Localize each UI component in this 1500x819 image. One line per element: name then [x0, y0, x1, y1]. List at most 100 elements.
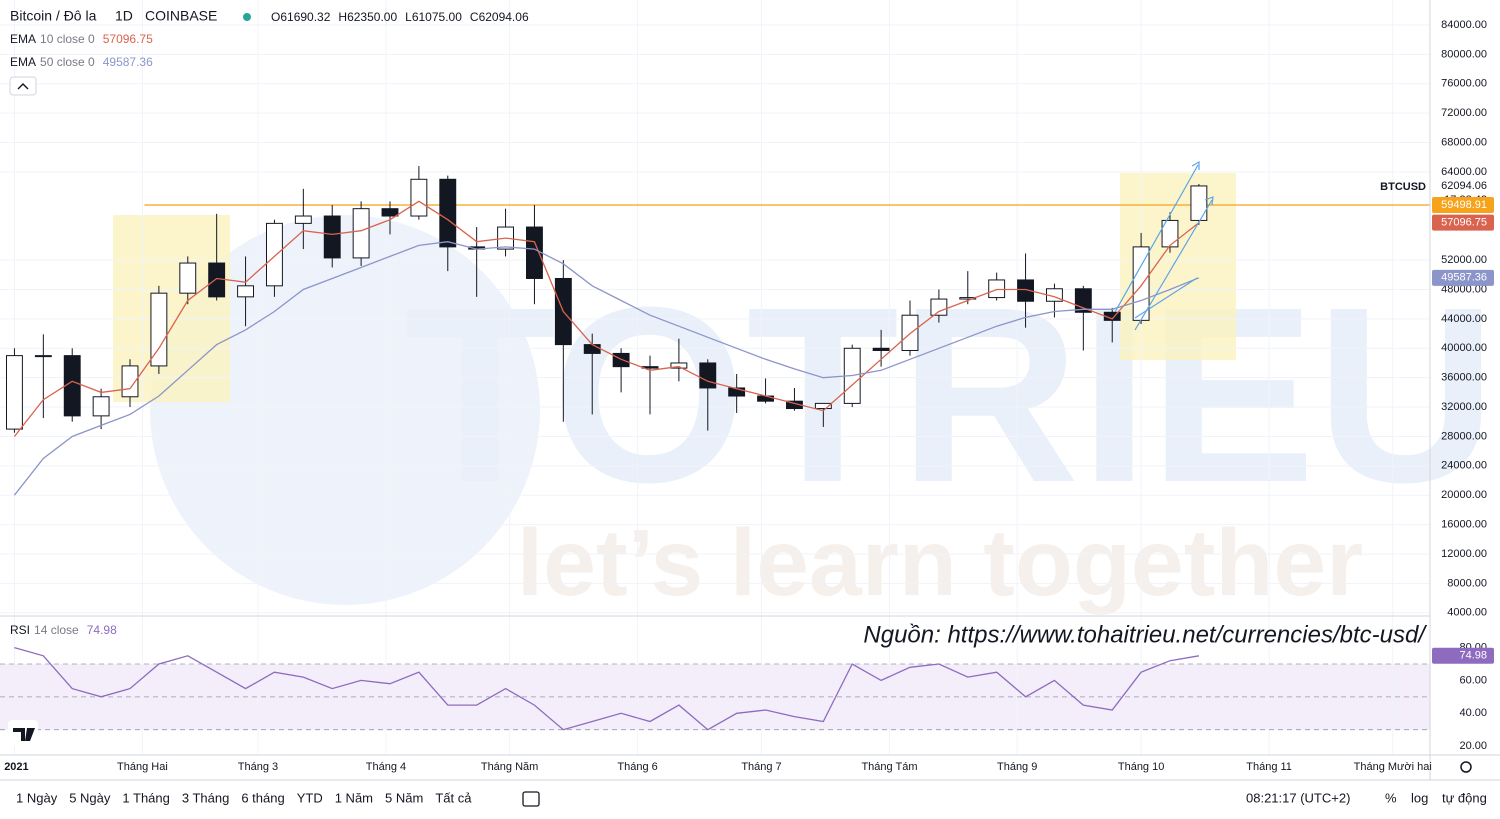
y-tick-label: 72000.00 [1441, 107, 1487, 119]
symbol-name: Bitcoin / Đô la [10, 8, 97, 24]
candle-body [410, 178, 428, 217]
watermark-slogan: let’s learn together [517, 510, 1363, 616]
y-tick-label: 48000.00 [1441, 283, 1487, 295]
candle-body [930, 298, 948, 316]
settings-icon[interactable] [1460, 761, 1472, 773]
y-tick-label: 76000.00 [1441, 78, 1487, 90]
x-tick-label: Tháng 4 [366, 761, 406, 773]
y-tick-label: 28000.00 [1441, 430, 1487, 442]
indicator-name: EMA [10, 32, 36, 46]
rsi-legend: RSI 14 close 74.98 [10, 623, 117, 637]
candle-body [612, 352, 630, 368]
candle-body [988, 279, 1006, 299]
tv-logo [13, 728, 35, 741]
watermark-brand: TOTRIEU [404, 255, 1497, 534]
candle-body [526, 226, 543, 279]
ema-badge-bg [1432, 269, 1494, 286]
candle-body [294, 215, 312, 224]
candle-body [266, 222, 283, 287]
candle-body [670, 362, 688, 369]
y-tick-label: 52000.00 [1441, 254, 1487, 266]
trend-arrow [1134, 199, 1213, 331]
range-button[interactable]: 1 Ngày [16, 790, 58, 805]
candle-body [1161, 219, 1179, 248]
x-tick-label: Tháng 6 [617, 761, 657, 773]
x-tick-label: Tháng 3 [238, 761, 278, 773]
range-button[interactable]: YTD [297, 790, 323, 805]
x-tick-label: Tháng 11 [1246, 761, 1292, 773]
indicator-value: 49587.36 [103, 55, 153, 69]
ohlc-value: 62350.00 [347, 10, 397, 24]
last-price: 62094.06 [1441, 180, 1487, 192]
date-range-icon[interactable] [522, 791, 540, 807]
collapse-icon [17, 83, 29, 90]
range-button[interactable]: 6 tháng [241, 790, 284, 805]
y-tick-label: 32000.00 [1441, 401, 1487, 413]
candle-body [959, 297, 977, 300]
range-button[interactable]: Tất cả [435, 790, 472, 805]
x-tick-label: Tháng Tám [861, 761, 917, 773]
watermark-logo [150, 215, 540, 605]
candle-body [352, 208, 370, 259]
exchange: COINBASE [145, 8, 217, 24]
candle-body [699, 362, 717, 389]
x-tick-label: Tháng 9 [997, 761, 1037, 773]
x-tick-label: Tháng Hai [117, 761, 168, 773]
background-layer: TOTRIEU let’s learn together [0, 173, 1496, 730]
indicator-params: 10 close 0 [40, 32, 95, 46]
candle-body [208, 262, 226, 298]
rsi-badge: 74.98 [1459, 650, 1487, 662]
indicator-name: EMA [10, 55, 36, 69]
y-tick-label: 12000.00 [1441, 548, 1487, 560]
plot-layer [6, 166, 1430, 731]
range-button[interactable]: 3 Tháng [182, 790, 229, 805]
y-tick-label: 68000.00 [1441, 136, 1487, 148]
y-tick-label: 24000.00 [1441, 460, 1487, 472]
rsi-tick-label: 20.00 [1459, 740, 1487, 752]
x-tick-label: Tháng 7 [741, 761, 781, 773]
rsi-line [14, 646, 1200, 731]
range-button[interactable]: 1 Năm [335, 790, 373, 805]
scale-option[interactable]: log [1411, 790, 1428, 805]
ohlc-value: 61075.00 [412, 10, 462, 24]
indicator-value: 57096.75 [103, 32, 153, 46]
x-tick-label: Tháng Mười hai [1354, 761, 1432, 773]
indicator-legend: EMA 50 close 0 49587.36 [10, 55, 153, 69]
candle-body [179, 262, 197, 294]
candle-body [439, 178, 457, 248]
source-note: Nguồn: https://www.tohaitrieu.net/curren… [863, 621, 1427, 648]
y-tick-label: 20000.00 [1441, 489, 1487, 501]
x-tick-label: Tháng 10 [1118, 761, 1164, 773]
ema-badge-bg [1432, 214, 1494, 231]
y-tick-label: 4000.00 [1447, 607, 1487, 619]
candle-body [63, 355, 81, 417]
y-tick-label: 40000.00 [1441, 342, 1487, 354]
candle-body [237, 285, 255, 298]
range-button[interactable]: 5 Ngày [69, 790, 111, 805]
ohlc-key: L [405, 10, 412, 24]
scale-option[interactable]: tự động [1442, 790, 1487, 805]
ema-badge: 49587.36 [1441, 272, 1487, 284]
trend-arrow [1114, 164, 1199, 313]
symbol-badge: BTCUSD [1380, 181, 1426, 193]
arrow-head [1191, 160, 1200, 170]
candle-body [1017, 279, 1034, 302]
y-tick-label: 44000.00 [1441, 313, 1487, 325]
rsi-badge-bg [1432, 647, 1494, 664]
rsi-params: 14 close [34, 623, 79, 637]
text-layer: 4000.00 8000.00 12000.00 16000.00 20000.00 24… [4, 8, 1494, 805]
interval: 1D [115, 8, 133, 24]
indicator-legend: EMA 10 close 0 57096.75 [10, 32, 153, 46]
range-button[interactable]: 1 Tháng [122, 790, 169, 805]
candle-body [583, 344, 601, 354]
ohlc-key: H [338, 10, 347, 24]
ohlc-value: 61690.32 [280, 10, 330, 24]
collapse-button[interactable] [9, 76, 37, 96]
candle-body [150, 292, 168, 367]
scale-option[interactable]: % [1385, 790, 1397, 805]
candle-body [6, 355, 23, 430]
candle-body [323, 215, 341, 259]
last-price-bg [1432, 177, 1494, 194]
range-button[interactable]: 5 Năm [385, 790, 423, 805]
